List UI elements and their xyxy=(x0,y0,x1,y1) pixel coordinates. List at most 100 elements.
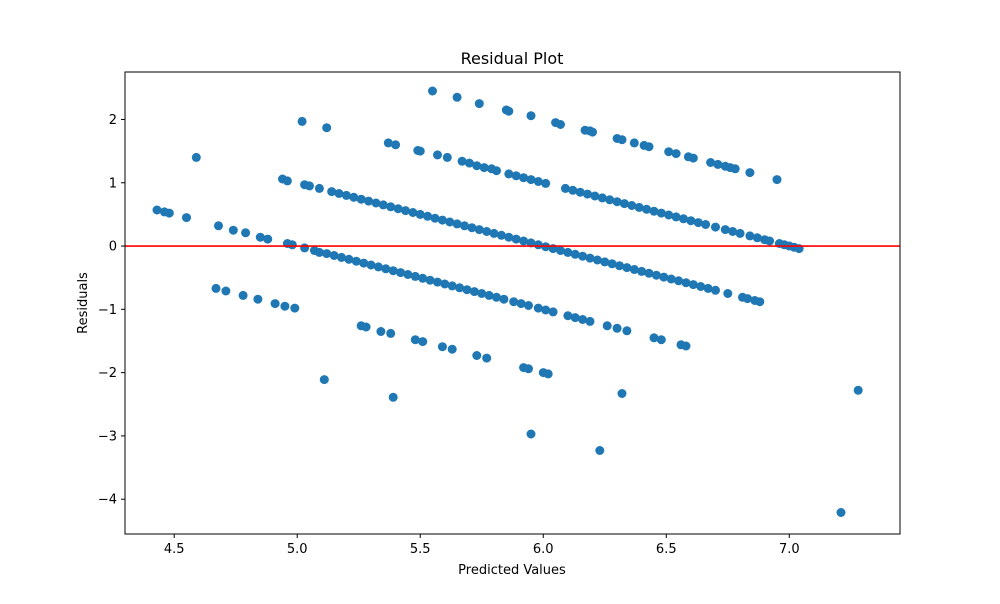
data-point xyxy=(853,385,863,395)
data-point xyxy=(612,197,622,207)
data-point xyxy=(634,202,644,212)
data-point xyxy=(688,153,698,163)
data-point xyxy=(693,218,703,228)
data-point xyxy=(651,270,661,280)
data-point xyxy=(462,285,472,295)
data-point xyxy=(433,277,442,287)
data-point xyxy=(617,389,627,398)
data-point xyxy=(482,353,492,363)
data-point xyxy=(396,268,406,278)
data-point xyxy=(730,164,740,174)
data-point xyxy=(386,202,396,212)
y-tick-label: −3 xyxy=(98,429,117,444)
data-point xyxy=(383,138,393,148)
data-point xyxy=(570,313,580,323)
y-tick-label: −2 xyxy=(98,366,117,381)
data-point xyxy=(597,193,607,203)
data-point xyxy=(319,375,329,385)
data-point xyxy=(349,192,359,202)
data-point xyxy=(280,301,290,311)
data-point xyxy=(659,272,669,282)
y-tick-label: −4 xyxy=(98,493,117,508)
data-point xyxy=(533,240,543,250)
data-point xyxy=(526,175,536,185)
data-point xyxy=(440,279,450,289)
data-point xyxy=(182,213,191,223)
data-point xyxy=(334,189,344,198)
data-point xyxy=(305,181,314,191)
data-point xyxy=(386,328,396,338)
data-point xyxy=(706,158,716,167)
data-point xyxy=(373,262,383,272)
data-point xyxy=(381,264,391,274)
data-point xyxy=(472,161,482,171)
data-point xyxy=(452,219,462,229)
data-point xyxy=(489,228,499,238)
data-point xyxy=(516,299,526,309)
data-point xyxy=(378,200,388,210)
data-point xyxy=(214,221,223,231)
data-point xyxy=(344,254,354,264)
data-point xyxy=(656,335,666,345)
y-axis-ticks: −4 −3 −2 −1 0 1 2 xyxy=(98,113,125,508)
data-point xyxy=(681,278,691,288)
data-point xyxy=(519,236,529,246)
data-point xyxy=(469,287,479,297)
data-point xyxy=(467,223,477,233)
data-point xyxy=(341,190,351,200)
data-point xyxy=(300,243,310,253)
data-point xyxy=(533,177,543,186)
data-point xyxy=(836,508,846,517)
data-point xyxy=(752,233,762,243)
data-point xyxy=(674,276,684,286)
data-point xyxy=(403,270,413,279)
data-point xyxy=(703,283,713,293)
data-point xyxy=(484,290,494,300)
data-point xyxy=(460,221,469,231)
plot-area-frame xyxy=(124,71,901,535)
data-point xyxy=(418,337,428,347)
data-point xyxy=(666,274,676,284)
data-point xyxy=(570,249,580,259)
data-point xyxy=(735,228,745,238)
data-point xyxy=(588,127,597,137)
data-point xyxy=(615,261,624,271)
data-point xyxy=(474,225,484,235)
data-point xyxy=(433,150,442,160)
data-point xyxy=(723,289,733,298)
data-point xyxy=(656,208,666,218)
data-point xyxy=(359,258,369,268)
x-tick-label: 6.5 xyxy=(656,542,677,557)
data-point xyxy=(556,120,565,129)
data-point xyxy=(509,297,519,307)
data-point xyxy=(388,266,398,276)
data-point xyxy=(430,213,440,223)
data-point xyxy=(526,111,536,121)
data-point xyxy=(329,251,339,260)
data-point xyxy=(644,142,654,152)
data-point xyxy=(711,222,720,232)
data-point xyxy=(629,265,639,274)
data-point xyxy=(511,171,521,181)
data-point xyxy=(388,392,398,402)
data-point xyxy=(519,173,529,183)
data-point xyxy=(418,273,428,283)
data-point xyxy=(524,364,533,374)
data-point xyxy=(408,208,418,217)
data-point xyxy=(713,159,723,169)
data-point xyxy=(442,152,452,162)
x-tick-label: 6.0 xyxy=(533,542,554,557)
y-tick-label: 0 xyxy=(109,240,117,255)
data-point xyxy=(583,189,592,199)
data-point xyxy=(720,225,730,235)
data-point xyxy=(649,333,659,343)
data-point xyxy=(428,86,437,96)
data-point xyxy=(164,208,174,218)
y-tick-label: −1 xyxy=(98,303,117,318)
data-point xyxy=(492,166,501,176)
data-point xyxy=(511,234,521,244)
data-point xyxy=(287,240,297,250)
data-point xyxy=(410,335,420,345)
data-point xyxy=(671,212,681,222)
